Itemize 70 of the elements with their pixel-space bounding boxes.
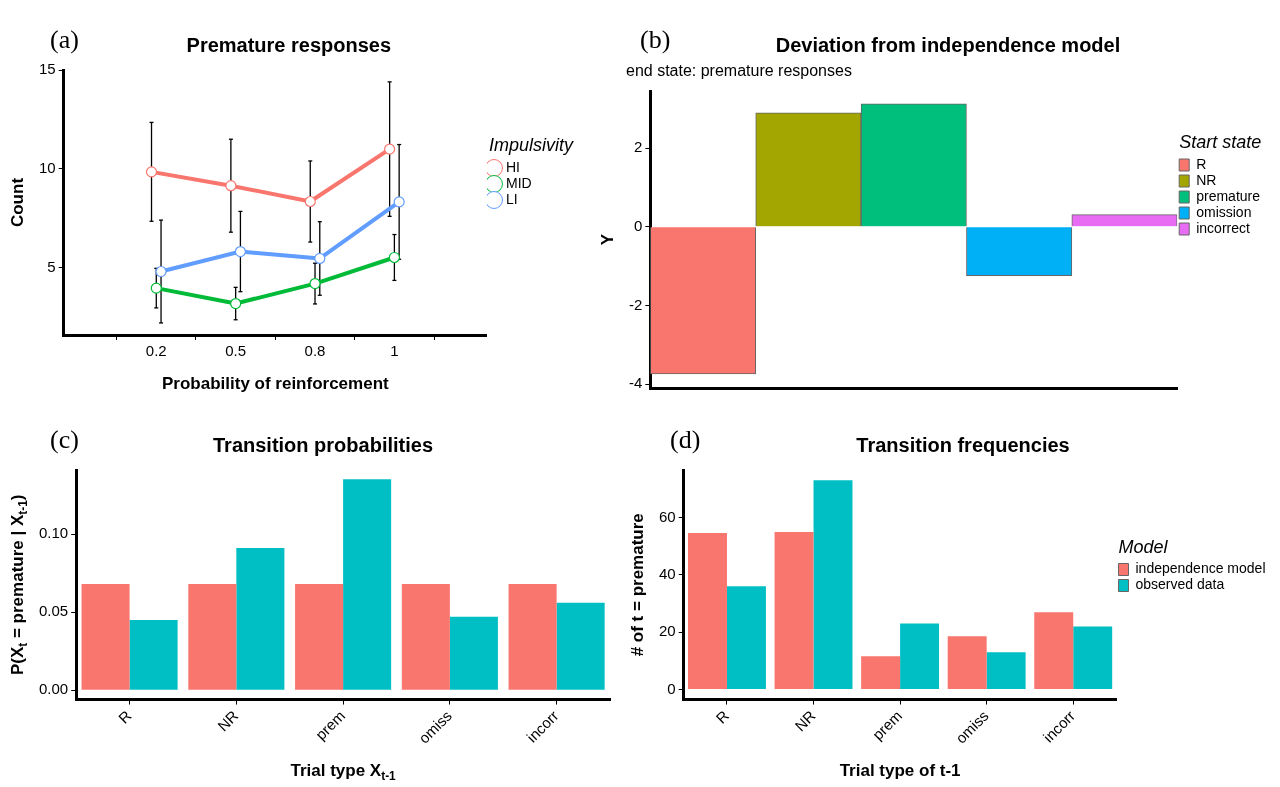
bar [986, 652, 1026, 690]
bar [947, 636, 987, 690]
chart-title: Transition frequencies [856, 433, 1070, 456]
y-tick-label: -4 [628, 374, 643, 392]
legend-label: LI [505, 190, 518, 207]
y-tick-label: 0 [667, 679, 676, 697]
x-tick-label: R [712, 706, 733, 727]
x-axis-title: Trial type of t-1 [839, 760, 961, 780]
bar [508, 584, 557, 690]
legend-label: independence model [1135, 560, 1266, 577]
bar [401, 584, 450, 690]
legend-title: Model [1118, 536, 1169, 557]
chart-title: Deviation from independence model [775, 33, 1121, 56]
bar [81, 584, 130, 690]
chart-title: Transition probabilities [212, 433, 434, 456]
text: (a) [50, 24, 79, 54]
y-tick-label: 0.10 [38, 524, 69, 542]
bar [774, 531, 814, 690]
text: (c) [50, 424, 79, 454]
bar [129, 619, 178, 690]
x-tick-label: 0.8 [304, 342, 326, 360]
y-axis-title: P(Xt = premature | Xt-1) [7, 494, 31, 676]
bar [1073, 626, 1113, 690]
x-tick-label: 0.5 [225, 342, 247, 360]
bar [1034, 612, 1074, 690]
y-tick-label: 20 [659, 622, 676, 640]
x-tick-label: NR [791, 706, 819, 735]
x-tick-label: NR [214, 706, 242, 735]
x-axis-title: Probability of reinforcement [161, 373, 390, 393]
y-tick-label: 15 [39, 60, 56, 78]
y-tick-label: 10 [39, 159, 56, 177]
bar [188, 584, 237, 690]
legend-label: omission [1196, 203, 1252, 220]
legend-label: premature [1196, 187, 1261, 204]
legend-label: MID [505, 174, 532, 191]
y-tick-label: 40 [659, 565, 676, 583]
legend-label: observed data [1135, 576, 1225, 593]
bar [900, 623, 940, 690]
y-tick-label: 0.05 [38, 602, 69, 620]
y-axis-title: Y [597, 233, 617, 246]
bar [726, 586, 766, 690]
x-tick-label: 1 [390, 342, 399, 360]
legend-label: R [1196, 155, 1207, 172]
legend-title: Start state [1179, 132, 1262, 152]
x-tick-label: R [114, 706, 135, 727]
y-axis-title: Count [7, 177, 27, 228]
bar [813, 480, 853, 690]
bar [449, 616, 498, 690]
y-tick-label: 0 [633, 216, 643, 234]
chart-subtitle: end state: premature responses [626, 62, 852, 80]
bar [688, 533, 727, 690]
legend-label: NR [1196, 171, 1217, 188]
bar [556, 602, 605, 690]
legend-label: incorrect [1196, 219, 1250, 236]
y-tick-label: 2 [633, 138, 643, 156]
y-axis-title: # of t = premature [627, 513, 647, 657]
text: (d) [670, 424, 701, 454]
chart-title: Premature responses [186, 33, 392, 56]
bar [236, 548, 285, 690]
bar [295, 584, 344, 690]
legend-title: Impulsivity [488, 135, 574, 155]
text: (b) [640, 24, 671, 54]
x-tick-label: 0.2 [145, 342, 167, 360]
y-tick-label: 0.00 [38, 680, 69, 698]
bar [343, 479, 392, 690]
y-tick-label: 60 [659, 507, 676, 525]
y-tick-label: -2 [628, 295, 643, 313]
legend-label: HI [505, 158, 520, 175]
bar [861, 656, 901, 690]
y-tick-label: 5 [47, 257, 56, 275]
